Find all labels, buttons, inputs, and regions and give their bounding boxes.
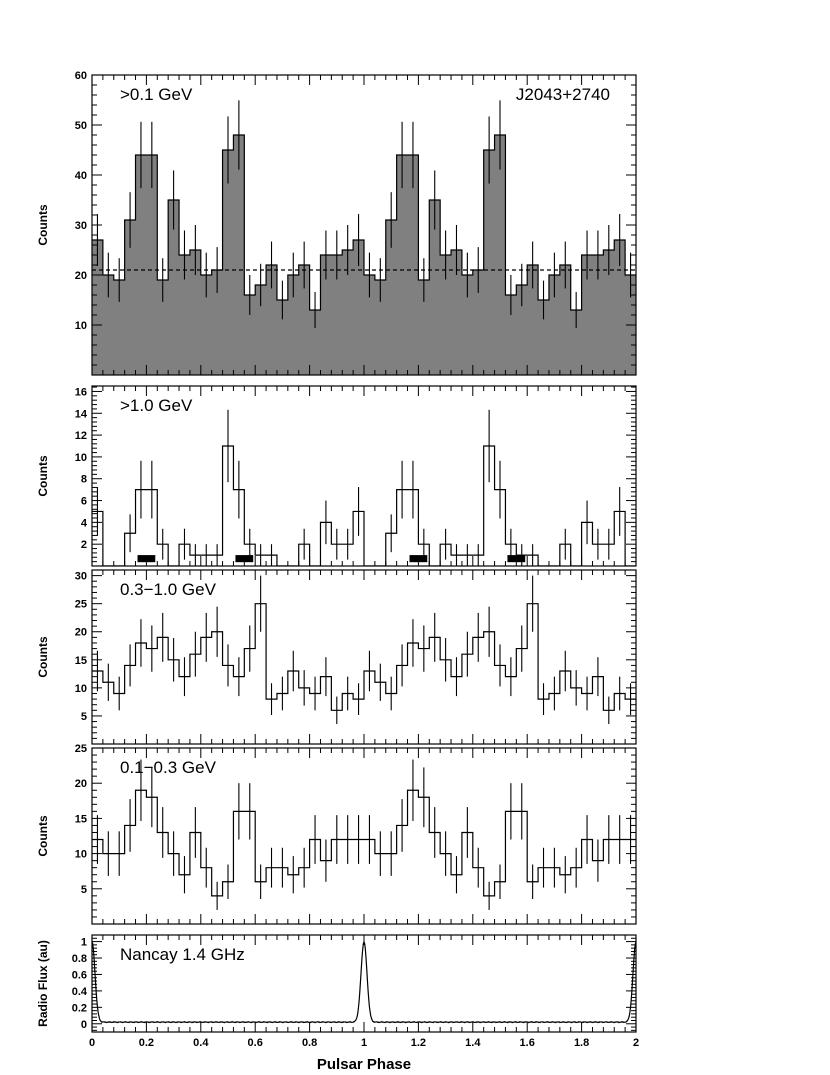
x-tick-label: 1.8 (574, 1037, 589, 1049)
on-pulse-bar-2 (235, 555, 254, 563)
y-tick-label: 15 (75, 655, 87, 667)
plot-area (92, 575, 636, 725)
y-ticks: 5 10 15 20 25 (75, 743, 636, 925)
x-tick-label: 1.4 (465, 1037, 481, 1049)
plot-area (92, 409, 636, 566)
histogram-step-line (92, 789, 636, 897)
y-tick-label: 6 (81, 496, 87, 508)
y-tick-label: 10 (75, 452, 87, 464)
y-ticks: 2 4 6 8 10 12 14 16 (75, 386, 636, 567)
panel-4: 5 10 15 20 25 Counts 0.1−0.3 GeV (36, 743, 637, 925)
x-ticks (91, 935, 637, 1032)
panel-label: 0.3−1.0 GeV (120, 580, 217, 599)
y-tick-label: 10 (75, 683, 87, 695)
x-ticks (91, 748, 637, 924)
panel-1: 10 20 30 40 50 60 Counts >0.1 GeV J2043+2740 (36, 70, 637, 376)
y-tick-label: 25 (75, 599, 87, 611)
y-tick-label: 30 (75, 220, 87, 232)
y-tick-label: 16 (75, 386, 87, 398)
panel-label: >1.0 GeV (120, 396, 193, 415)
panel-5: 0 0.2 0.4 0.6 0.8 1 Radio Flux (au) Nancay 1.4 … (36, 934, 637, 1033)
y-tick-label: 25 (75, 743, 87, 755)
y-tick-label: 50 (75, 120, 87, 132)
y-tick-label: 20 (75, 627, 87, 639)
y-axis-label: Radio Flux (au) (36, 940, 50, 1027)
histogram-step-line (92, 134, 636, 311)
x-tick-label: 1.6 (520, 1037, 535, 1049)
x-tick-label: 2 (633, 1037, 639, 1049)
y-tick-label: 12 (75, 430, 87, 442)
x-ticks (91, 386, 637, 566)
source-label: J2043+2740 (516, 85, 610, 104)
y-axis-label: Counts (36, 455, 50, 497)
x-tick-label: 1.2 (411, 1037, 426, 1049)
y-tick-label: 40 (75, 170, 87, 182)
y-tick-label: 0.8 (72, 953, 87, 965)
on-pulse-bar-4 (507, 555, 526, 563)
y-axis-label: Counts (36, 815, 50, 857)
panel-3: 5 10 15 20 25 30 Counts 0.3−1.0 GeV (36, 569, 637, 745)
x-tick-label: 0.6 (248, 1037, 263, 1049)
y-ticks: 10 20 30 40 50 60 (75, 70, 636, 376)
x-tick-label: 0 (89, 1037, 95, 1049)
y-tick-label: 5 (81, 711, 87, 723)
plot-area (92, 100, 636, 375)
y-tick-label: 10 (75, 849, 87, 861)
y-ticks: 5 10 15 20 25 30 (75, 569, 636, 745)
panel-label: 0.1−0.3 GeV (120, 758, 217, 777)
y-tick-label: 2 (81, 539, 87, 551)
y-tick-label: 5 (81, 884, 87, 896)
x-tick-label: 0.2 (139, 1037, 154, 1049)
panel-2: 2 4 6 8 10 12 14 16 Counts >1.0 GeV (36, 385, 637, 567)
histogram-step-line (92, 445, 636, 566)
y-tick-label: 14 (75, 408, 88, 420)
y-tick-label: 15 (75, 813, 87, 825)
y-tick-label: 30 (75, 571, 87, 583)
x-tick-label: 0.8 (302, 1037, 317, 1049)
x-axis-label: Pulsar Phase (317, 1056, 411, 1073)
y-ticks: 0 0.2 0.4 0.6 0.8 1 (72, 934, 636, 1031)
y-axis-label: Counts (36, 636, 50, 678)
y-axis-label: Counts (36, 204, 50, 246)
plot-area (92, 759, 636, 910)
y-tick-label: 0.4 (72, 986, 88, 998)
y-tick-label: 60 (75, 70, 87, 82)
x-tick-label: 1 (361, 1037, 367, 1049)
y-tick-label: 0.6 (72, 969, 87, 981)
panel-label: >0.1 GeV (120, 85, 193, 104)
y-tick-label: 10 (75, 320, 87, 332)
y-tick-label: 4 (81, 517, 88, 529)
y-tick-label: 0 (81, 1019, 87, 1031)
x-ticks (91, 570, 637, 744)
y-tick-label: 8 (81, 474, 87, 486)
x-axis: 0 0.2 0.4 0.6 0.8 1 1.2 1.4 1.6 1.8 2 Pulsar Phase (89, 1037, 639, 1073)
y-tick-label: 20 (75, 270, 87, 282)
y-tick-label: 0.2 (72, 1002, 87, 1014)
panel-label: Nancay 1.4 GHz (120, 945, 245, 964)
x-tick-label: 0.4 (193, 1037, 209, 1049)
x-ticks (91, 75, 637, 375)
y-tick-label: 1 (81, 937, 87, 949)
y-tick-label: 20 (75, 778, 87, 790)
